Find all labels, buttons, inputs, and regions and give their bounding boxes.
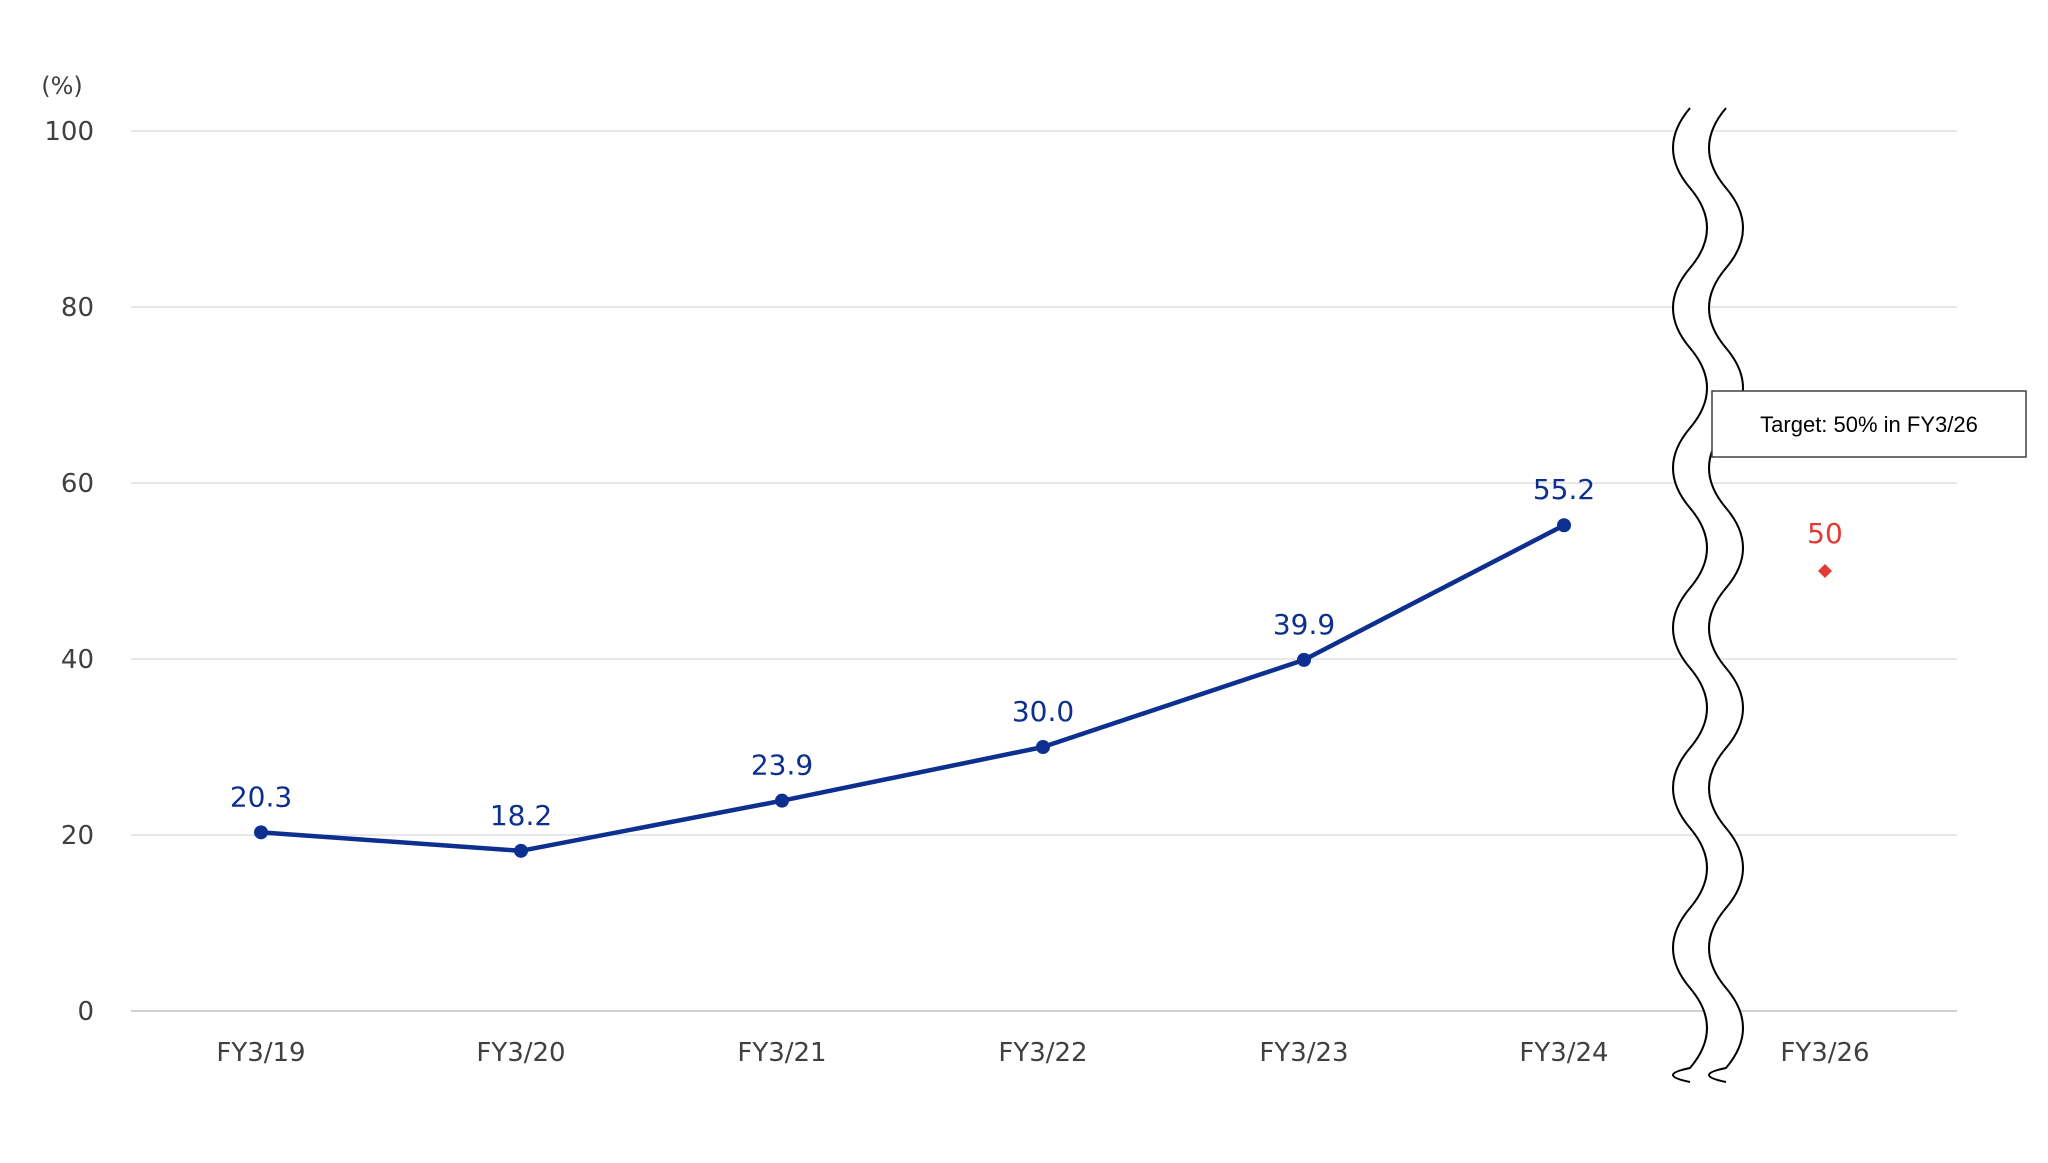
target-annotation-box <box>1711 390 2027 458</box>
x-axis-ticks: FY3/19 FY3/20 FY3/21 FY3/22 FY3/23 FY3/24 FY3/… <box>216 1038 1869 1068</box>
x-tick-label: FY3/21 <box>737 1038 826 1068</box>
axis-break-left-wave <box>1672 107 1708 1083</box>
target-data-label: 50 <box>1807 517 1843 550</box>
target-annotation-text: Target: 50% in FY3/26 <box>1760 412 1978 437</box>
data-label: 30.0 <box>1012 695 1074 728</box>
target-marker <box>1818 564 1832 578</box>
gridlines <box>131 130 1957 1012</box>
y-axis-ticks: 0 20 40 60 80 100 <box>44 117 94 1027</box>
axis-break-fill <box>1673 108 1743 1082</box>
data-label: 55.2 <box>1533 473 1595 506</box>
data-point <box>1557 518 1571 533</box>
data-label: 23.9 <box>751 749 813 782</box>
y-axis-unit-label: (%) <box>41 72 83 100</box>
x-tick-label: FY3/24 <box>1519 1038 1608 1068</box>
data-label: 20.3 <box>230 780 292 813</box>
data-point <box>514 843 528 858</box>
x-tick-label: FY3/20 <box>476 1038 565 1068</box>
x-tick-label: FY3/22 <box>998 1038 1087 1068</box>
axis-break <box>1672 107 1744 1083</box>
data-point <box>775 793 789 808</box>
x-tick-label: FY3/26 <box>1780 1038 1869 1068</box>
axis-break-right-wave <box>1708 107 1744 1083</box>
y-tick-label: 60 <box>61 469 94 499</box>
series: 20.3 18.2 23.9 30.0 39.9 55.2 50 <box>230 473 1843 858</box>
data-label: 18.2 <box>490 799 552 832</box>
data-point <box>254 825 268 840</box>
x-tick-label: FY3/19 <box>216 1038 305 1068</box>
y-tick-label: 0 <box>77 997 94 1027</box>
y-tick-label: 80 <box>61 293 94 323</box>
x-tick-label: FY3/23 <box>1259 1038 1348 1068</box>
data-point <box>1297 652 1311 667</box>
target-annotation: Target: 50% in FY3/26 <box>1711 390 2027 458</box>
data-point <box>1036 740 1050 754</box>
data-label: 39.9 <box>1273 608 1335 641</box>
y-tick-label: 100 <box>44 117 94 147</box>
y-tick-label: 20 <box>61 821 94 851</box>
series-line <box>260 523 1566 854</box>
y-tick-label: 40 <box>61 645 94 675</box>
